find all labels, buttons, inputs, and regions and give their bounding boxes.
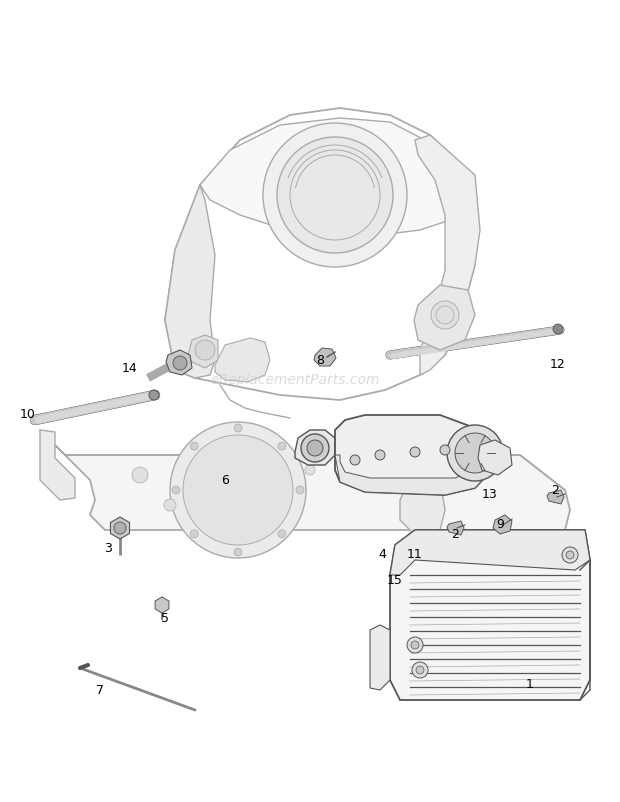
- Circle shape: [278, 530, 286, 538]
- Polygon shape: [295, 430, 335, 465]
- Polygon shape: [447, 521, 464, 535]
- Text: 12: 12: [550, 358, 566, 371]
- Polygon shape: [370, 625, 390, 690]
- Circle shape: [296, 486, 304, 494]
- Circle shape: [173, 356, 187, 370]
- Circle shape: [114, 522, 126, 534]
- Circle shape: [566, 551, 574, 559]
- Circle shape: [412, 662, 428, 678]
- Polygon shape: [215, 338, 270, 382]
- Circle shape: [411, 641, 419, 649]
- Polygon shape: [547, 490, 564, 504]
- Circle shape: [350, 455, 360, 465]
- Circle shape: [190, 442, 198, 450]
- Circle shape: [307, 440, 323, 456]
- Polygon shape: [40, 430, 75, 500]
- Polygon shape: [390, 530, 590, 700]
- Circle shape: [447, 425, 503, 481]
- Text: 15: 15: [387, 573, 403, 586]
- Circle shape: [172, 486, 180, 494]
- Polygon shape: [478, 440, 512, 475]
- Polygon shape: [335, 415, 490, 495]
- Circle shape: [431, 301, 459, 329]
- Polygon shape: [390, 530, 590, 575]
- Text: 14: 14: [122, 362, 138, 375]
- Polygon shape: [200, 118, 460, 235]
- Circle shape: [277, 137, 393, 253]
- Circle shape: [132, 467, 148, 483]
- Text: 2: 2: [551, 484, 559, 496]
- Polygon shape: [165, 108, 475, 400]
- Text: OHV: OHV: [434, 313, 458, 323]
- Circle shape: [562, 547, 578, 563]
- Circle shape: [455, 433, 495, 473]
- Circle shape: [301, 434, 329, 462]
- Text: 11: 11: [407, 549, 423, 561]
- Text: 1: 1: [526, 678, 534, 691]
- Circle shape: [183, 435, 293, 545]
- Polygon shape: [400, 455, 445, 535]
- Text: 5: 5: [161, 611, 169, 625]
- Text: 13: 13: [482, 488, 498, 501]
- Circle shape: [195, 340, 215, 360]
- Polygon shape: [165, 185, 215, 378]
- Circle shape: [234, 548, 242, 556]
- Circle shape: [190, 530, 198, 538]
- Circle shape: [234, 424, 242, 432]
- Polygon shape: [166, 350, 192, 375]
- Polygon shape: [188, 335, 218, 368]
- Polygon shape: [335, 455, 490, 495]
- Text: 4: 4: [378, 549, 386, 561]
- Circle shape: [410, 447, 420, 457]
- Polygon shape: [415, 135, 480, 375]
- Circle shape: [305, 465, 315, 475]
- Text: 9: 9: [496, 519, 504, 532]
- Circle shape: [164, 499, 176, 511]
- Circle shape: [440, 445, 450, 455]
- Text: eReplacementParts.com: eReplacementParts.com: [210, 373, 379, 387]
- Polygon shape: [110, 517, 130, 539]
- Circle shape: [170, 422, 306, 558]
- Text: 3: 3: [104, 541, 112, 554]
- Circle shape: [553, 324, 563, 334]
- Polygon shape: [40, 430, 570, 530]
- Polygon shape: [414, 285, 475, 350]
- Text: 7: 7: [96, 683, 104, 696]
- Polygon shape: [314, 348, 336, 366]
- Circle shape: [472, 452, 488, 468]
- Circle shape: [278, 442, 286, 450]
- Circle shape: [375, 450, 385, 460]
- Text: 10: 10: [20, 408, 36, 422]
- Circle shape: [149, 390, 159, 400]
- Polygon shape: [493, 515, 512, 534]
- Polygon shape: [155, 597, 169, 613]
- Circle shape: [416, 666, 424, 674]
- Circle shape: [407, 637, 423, 653]
- Text: 8: 8: [316, 354, 324, 367]
- Text: 6: 6: [221, 473, 229, 487]
- Text: 2: 2: [451, 529, 459, 541]
- Circle shape: [263, 123, 407, 267]
